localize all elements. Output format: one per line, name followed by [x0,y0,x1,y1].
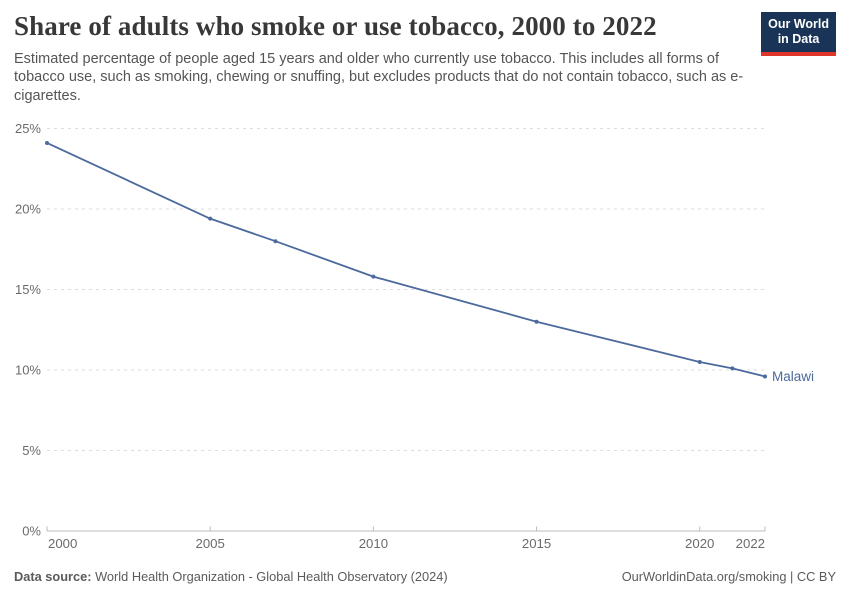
x-tick-label: 2000 [48,536,77,551]
y-tick-label: 0% [22,523,41,538]
x-tick-label: 2010 [359,536,388,551]
data-point[interactable] [45,140,49,145]
x-tick-label: 2022 [736,536,765,551]
owid-logo-line1: Our World [768,17,829,31]
data-source-label: Data source: [14,569,92,584]
data-source: Data source: World Health Organization -… [14,569,448,584]
y-tick-label: 10% [15,362,41,377]
data-point[interactable] [208,216,213,221]
y-tick-label: 20% [15,201,41,216]
entity-label[interactable]: Malawi [772,369,814,384]
chart-subtitle: Estimated percentage of people aged 15 y… [14,51,744,104]
y-tick-label: 5% [22,443,41,458]
chart-footer: Data source: World Health Organization -… [14,569,836,584]
data-source-text: World Health Organization - Global Healt… [91,569,448,584]
data-point[interactable] [730,366,735,371]
data-point[interactable] [763,374,767,379]
y-tick-label: 25% [15,121,41,136]
series-line-malawi[interactable] [46,142,766,378]
y-tick-label: 15% [15,282,41,297]
x-tick-label: 2020 [685,536,714,551]
data-point[interactable] [273,239,278,244]
line-chart: 0% 5% 10% 15% 20% 25% 2000 2005 2010 2015 2020 2022… [15,121,814,551]
x-tick-label: 2005 [196,536,225,551]
attribution-link[interactable]: OurWorldinData.org/smoking | CC BY [621,569,836,584]
owid-logo[interactable]: Our World in Data [761,12,836,56]
owid-logo-line2: in Data [777,32,820,47]
data-point[interactable] [697,359,702,364]
data-point[interactable] [371,274,376,279]
x-tick-label: 2015 [522,536,551,551]
chart-title: Share of adults who smoke or use tobacco… [14,11,657,41]
data-point[interactable] [534,319,539,324]
